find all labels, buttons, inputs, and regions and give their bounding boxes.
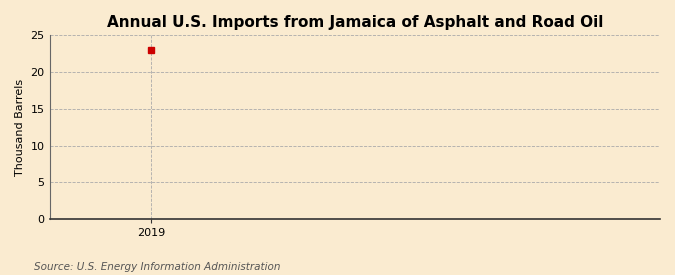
Text: Source: U.S. Energy Information Administration: Source: U.S. Energy Information Administ… — [34, 262, 280, 272]
Title: Annual U.S. Imports from Jamaica of Asphalt and Road Oil: Annual U.S. Imports from Jamaica of Asph… — [107, 15, 603, 30]
Y-axis label: Thousand Barrels: Thousand Barrels — [15, 79, 25, 176]
